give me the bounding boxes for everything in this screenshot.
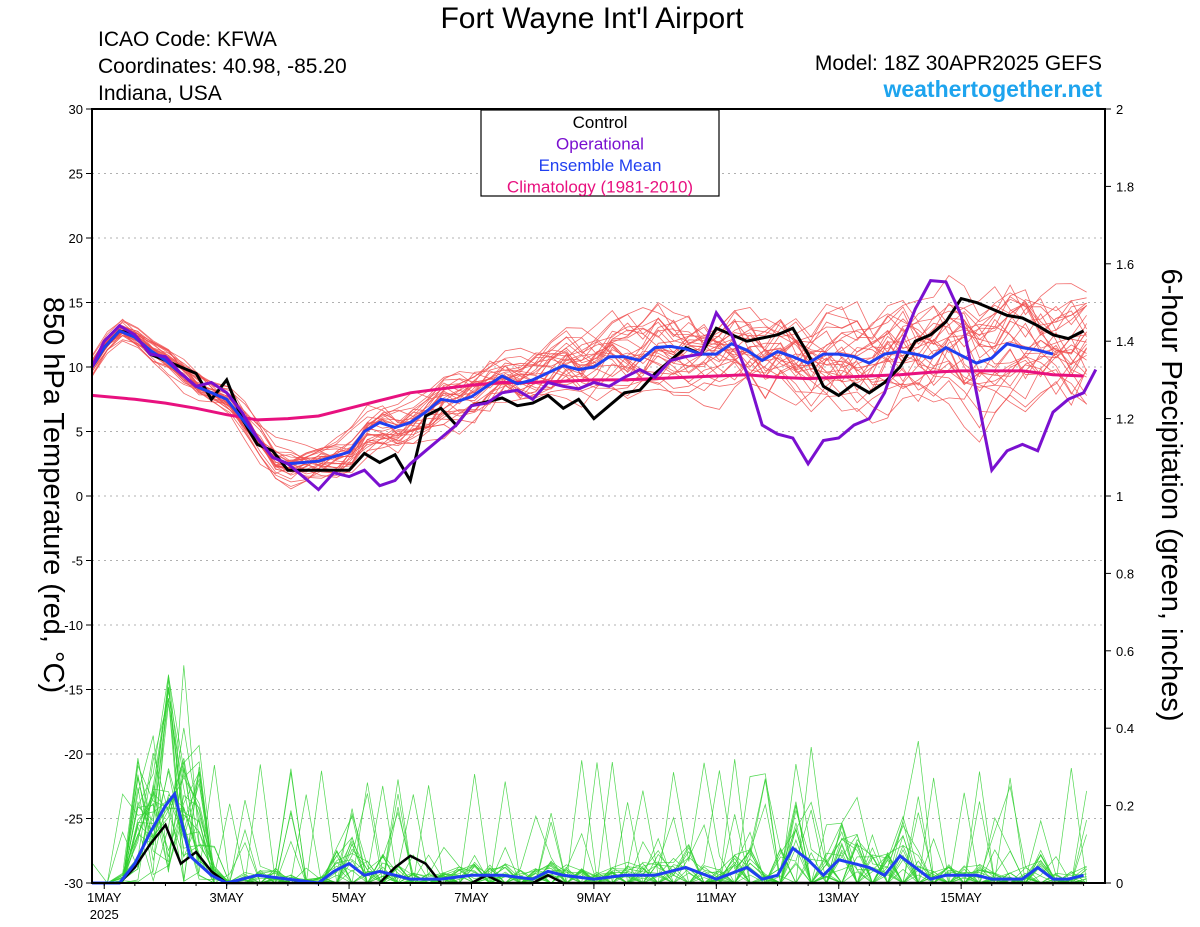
grid-lines [92,173,1105,819]
legend-operational: Operational [556,135,644,154]
y-left-tick-label: -25 [64,812,83,827]
y-left-tick-label: 25 [69,167,83,182]
climatology-line [91,369,1084,422]
x-tick-label: 1MAY [87,890,122,905]
main-series [90,279,1098,885]
y-right-tick-label: 0 [1116,876,1123,891]
precip-member-line [91,762,1087,884]
y-left-tick-label: -10 [64,618,83,633]
icao-code: ICAO Code: KFWA [98,28,277,51]
temperature-member-line [91,332,1087,460]
x-tick-label: 13MAY [818,890,860,905]
precip-member-line [92,770,1087,884]
legend-ensemble-mean: Ensemble Mean [539,156,662,175]
y-right-tick-label: 0.6 [1116,644,1134,659]
brand-link[interactable]: weathertogether.net [883,76,1102,102]
precip-member-line [92,675,1087,885]
y-left-tick-label: -5 [71,554,83,569]
legend-control: Control [573,113,628,132]
precip-member-line [92,747,1087,884]
temperature-member-line [91,317,1087,472]
y-left-tick-label: -15 [64,683,83,698]
precip-member-line [92,686,1087,884]
legend-climatology: Climatology (1981-2010) [507,178,693,197]
precip-member-line [92,698,1087,884]
y-right-tick-label: 1.2 [1116,412,1134,427]
x-tick-label: 11MAY [696,890,737,905]
legend: Control Operational Ensemble Mean Climatolo… [480,109,720,197]
precip-member-line [92,688,1087,884]
y-axis-left-label: 850 hPa Temperature (red, °C) [37,297,69,693]
x-tick-label: 5MAY [332,890,367,905]
precip-member-line [92,674,1087,884]
temperature-member-line [91,306,1087,474]
precip-member-line [92,703,1087,884]
precip-member-line [92,678,1087,885]
y-right-tick-label: 0.2 [1116,799,1134,814]
precip-member-line [92,744,1087,884]
x-tick-label: 3MAY [209,890,244,905]
precip-member-line [92,779,1087,884]
temperature-member-line [91,326,1087,463]
precip-members [91,665,1087,885]
y-left-tick-label: 20 [69,231,83,246]
y-axis-right-label: 6-hour Precipitation (green, inches) [1155,269,1187,722]
x-tick-label: 9MAY [577,890,612,905]
y-left-tick-label: -20 [64,747,83,762]
precip-ensemble-mean-line [92,790,1084,885]
y-right-tick-label: 1.4 [1116,334,1134,349]
y-left-tick-label: 15 [69,296,83,311]
y-left-tick-label: 5 [76,425,83,440]
model-run: Model: 18Z 30APR2025 GEFS [814,52,1102,75]
temperature-member-line [91,298,1087,477]
precip-member-line [92,781,1087,884]
y-left-tick-label: -30 [64,876,83,891]
y-left-tick-label: 10 [69,360,83,375]
temperature-member-line [91,323,1087,464]
precip-member-line [92,690,1087,884]
y-right-tick-label: 1 [1116,489,1123,504]
x-tick-year: 2025 [90,907,119,922]
temperature-members [91,275,1087,490]
temperature-member-line [91,305,1087,480]
precip-member-line [92,698,1087,884]
legend-box [480,109,720,197]
temperature-member-line [91,310,1087,469]
temperature-control-line [90,296,1085,485]
precip-control-line [92,822,1084,885]
y-right-tick-label: 2 [1116,102,1123,117]
region: Indiana, USA [98,82,222,105]
temperature-member-line [91,283,1087,473]
x-tick-label: 15MAY [940,890,982,905]
plot-frame [91,108,1106,884]
y-right-tick-label: 1.6 [1116,257,1134,272]
y-left-tick-label: 30 [69,102,83,117]
temperature-member-line [91,292,1087,490]
temperature-operational-line [90,279,1098,492]
precip-member-line [92,770,1087,884]
coordinates: Coordinates: 40.98, -85.20 [98,55,347,78]
temperature-member-line [91,311,1087,452]
axes: 302520151050-5-10-15-20-25-3021.81.61.41… [64,102,1134,922]
y-right-tick-label: 1.8 [1116,179,1134,194]
y-left-tick-label: 0 [76,489,83,504]
temperature-member-line [91,329,1087,483]
precip-member-line [92,687,1087,884]
x-tick-label: 7MAY [454,890,489,905]
chart-title: Fort Wayne Int'l Airport [440,2,744,35]
y-right-tick-label: 0.8 [1116,566,1134,581]
y-right-tick-label: 0.4 [1116,721,1134,736]
